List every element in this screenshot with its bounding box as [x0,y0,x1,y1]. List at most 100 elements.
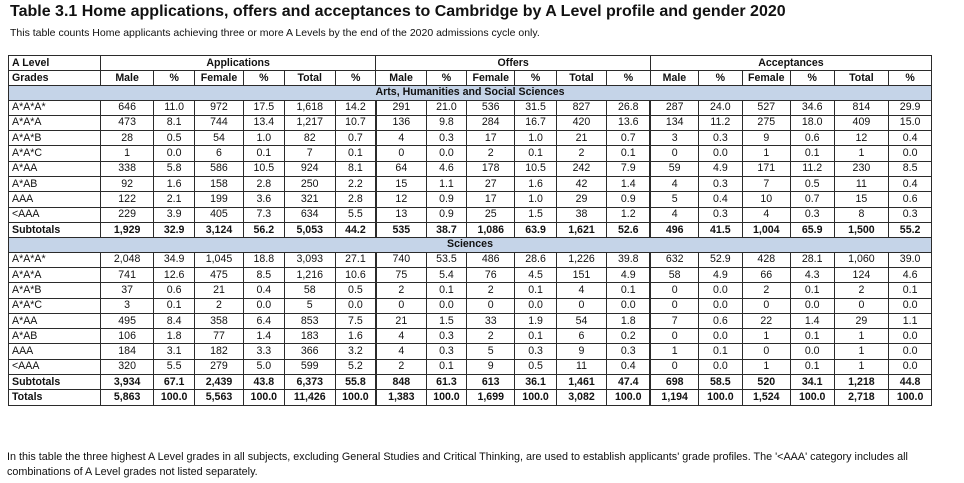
table-cell: 0 [741,343,791,360]
table-cell: 183 [283,328,336,345]
table-cell: 67.1 [153,374,195,391]
table-cell: 366 [283,343,336,360]
table-cell: 0.3 [697,206,743,223]
table-cell: 1,383 [374,389,427,406]
table-cell: 34.1 [789,374,835,391]
table-cell: 18.8 [243,251,285,268]
table-cell: 698 [649,374,699,391]
table-cell: 527 [741,99,791,116]
footnote: In this table the three highest A Level … [7,451,908,478]
table-cell: 42 [555,175,608,193]
table-cell: 486 [466,251,516,268]
table-cell: 1 [833,328,890,345]
table-cell: 0.1 [514,328,557,345]
table-cell: 0.9 [425,206,468,223]
row-label: A*A*C [8,297,101,314]
table-cell: 4.5 [514,266,557,284]
table-cell: 28.6 [514,251,557,268]
table-cell: 5.5 [334,206,377,223]
table-cell: 24.0 [697,99,743,116]
table-cell: 21.0 [425,99,468,116]
table-cell: 151 [555,266,608,284]
table-cell: 58.5 [697,374,743,391]
table-cell: 29 [555,191,608,208]
table-cell: 0.7 [606,130,651,147]
table-row: A*AB 92 1.6 158 2.8 250 2.2 15 1.1 27 1.6 42 1.4 4 0.3… [8,175,932,193]
table-cell: 0.1 [243,145,285,162]
table-cell: 34.9 [153,251,195,268]
table-cell: 28.1 [789,251,835,268]
table-cell: 0.6 [789,130,835,147]
table-cell: 0.0 [334,297,377,314]
table-cell: 1,929 [99,221,155,239]
table-cell: 47.4 [606,374,651,391]
table-cell: 41.5 [697,221,743,239]
table-cell: 0.5 [153,130,195,147]
table-cell: 1.4 [606,175,651,193]
table-cell: 44.2 [334,221,377,239]
table-cell: 10.7 [334,114,377,132]
table-cell: 6,373 [283,374,336,391]
table-cell: 4 [374,328,427,345]
table-cell: 39.8 [606,251,651,268]
table-cell: 1,216 [283,266,336,284]
table-cell: 6 [193,145,245,162]
table-cell: 0.0 [697,358,743,376]
table-cell: 2 [374,282,427,299]
table-cell: 13.4 [243,114,285,132]
table-cell: 3,082 [555,389,608,406]
column-header: % [789,70,835,86]
table-cell: 0.6 [888,191,932,208]
table-cell: 14.2 [334,99,377,116]
table-cell: 1,699 [466,389,516,406]
table-cell: 279 [193,358,245,376]
table-cell: 1 [649,343,699,360]
table-cell: 7.3 [243,206,285,223]
table-cell: 6 [555,328,608,345]
table-cell: 2 [466,328,516,345]
table-cell: 320 [99,358,155,376]
column-header: % [697,70,743,86]
table-cell: 5.2 [334,358,377,376]
table-cell: 0.0 [888,328,932,345]
column-header: Female [466,70,516,86]
table-cell: 26.8 [606,99,651,116]
table-cell: 420 [555,114,608,132]
table-cell: 34.6 [789,99,835,116]
row-label: A*A*C [8,145,101,162]
table-cell: 11 [833,175,890,193]
section-title: Sciences [8,237,932,253]
table-cell: 0.5 [789,175,835,193]
table-cell: 33 [466,312,516,330]
table-cell: 632 [649,251,699,268]
table-cell: 4 [649,206,699,223]
table-cell: 13 [374,206,427,223]
table-cell: 18.0 [789,114,835,132]
table-cell: 0.1 [514,145,557,162]
table-body: Arts, Humanities and Social Sciences A*A*… [8,85,932,406]
table-cell: 12 [833,130,890,147]
table-cell: 646 [99,99,155,116]
table-cell: 1.4 [243,328,285,345]
table-cell: 0.0 [888,358,932,376]
section-title: Arts, Humanities and Social Sciences [8,85,932,101]
table-cell: 535 [374,221,427,239]
table-cell: 22 [741,312,791,330]
table-cell: 0.6 [697,312,743,330]
table-cell: 31.5 [514,99,557,116]
table-cell: 2.1 [153,191,195,208]
table-cell: 0.0 [789,343,835,360]
table-cell: 21 [193,282,245,299]
table-row: A*AB 106 1.8 77 1.4 183 1.6 4 0.3 2 0.1 6 0.2 0 0.0 1 0.… [8,328,932,345]
table-cell: 2 [193,297,245,314]
table-cell: 0 [374,297,427,314]
table-cell: 358 [193,312,245,330]
table-cell: 3.6 [243,191,285,208]
table-cell: 4 [374,343,427,360]
row-label: A*A*A [8,266,101,284]
row-label: A*AB [8,175,101,193]
table-cell: 2 [555,145,608,162]
table-cell: 1,060 [833,251,890,268]
column-header: Male [99,70,155,86]
table-cell: 52.6 [606,221,651,239]
